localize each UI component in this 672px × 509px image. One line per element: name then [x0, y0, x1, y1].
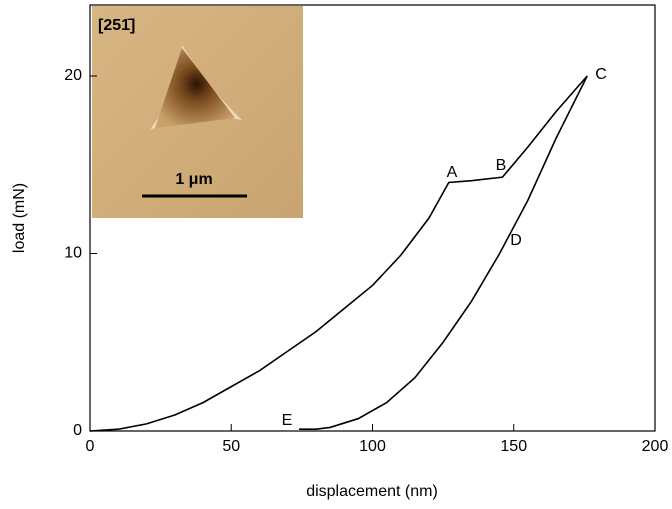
- x-tick-label: 200: [642, 438, 669, 455]
- x-tick-label: 0: [86, 438, 95, 455]
- annotation: D: [510, 232, 522, 249]
- x-tick-label: 50: [222, 438, 240, 455]
- annotation: E: [282, 412, 293, 429]
- x-tick-label: 150: [500, 438, 527, 455]
- y-axis-label: load (mN): [11, 183, 28, 253]
- inset-pit: [155, 48, 235, 128]
- inset-label: [251̄]: [98, 17, 135, 34]
- x-tick-label: 100: [359, 438, 386, 455]
- annotation: C: [595, 66, 607, 83]
- curve: [299, 75, 588, 431]
- y-tick-label: 10: [64, 245, 82, 262]
- annotation: A: [447, 164, 458, 181]
- annotation: B: [496, 157, 507, 174]
- y-tick-label: 0: [73, 422, 82, 439]
- y-tick-label: 20: [64, 67, 82, 84]
- scale-bar-label: 1 μm: [175, 171, 212, 188]
- inset: 1 μm [251̄]: [92, 6, 303, 218]
- x-axis-label: displacement (nm): [306, 483, 438, 500]
- curve: [89, 75, 588, 432]
